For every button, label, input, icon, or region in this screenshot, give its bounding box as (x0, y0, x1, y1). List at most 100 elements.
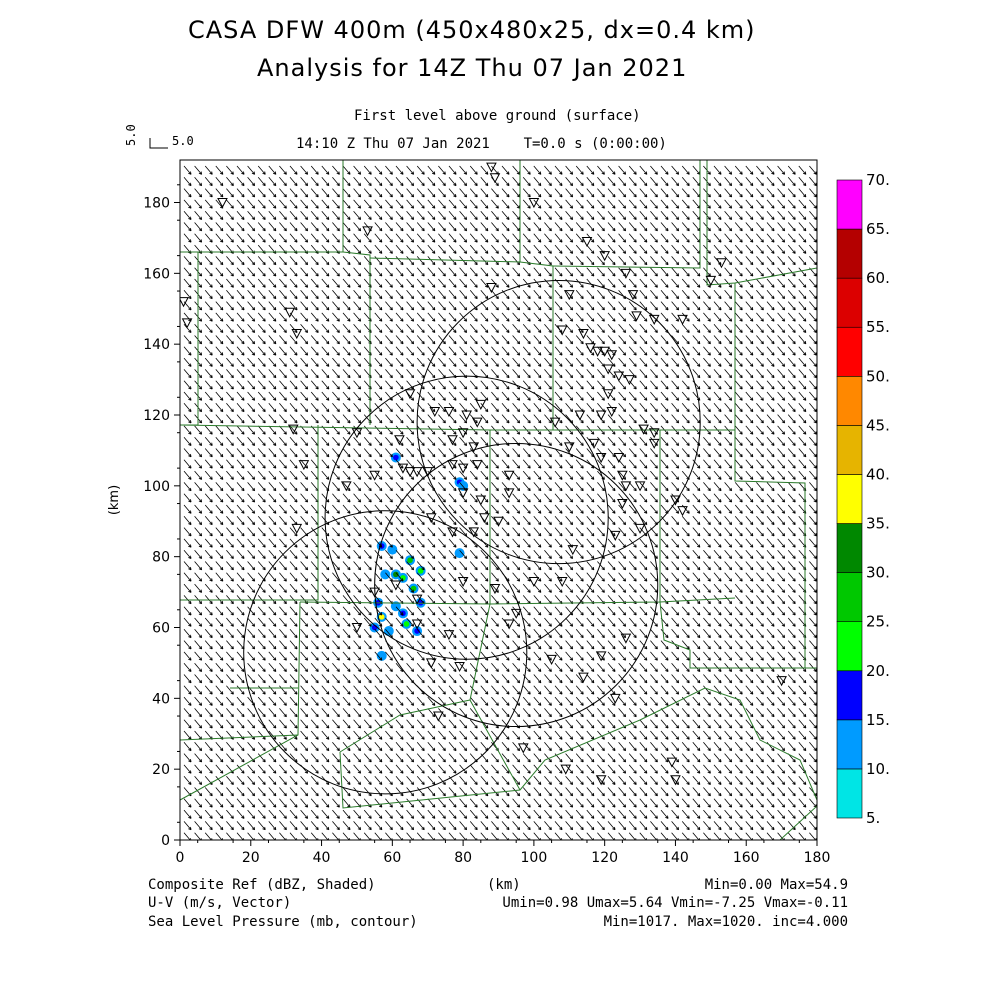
county-boundary-line (659, 601, 805, 669)
station-marker (351, 623, 363, 634)
colorbar-label: 10. (866, 760, 890, 778)
station-marker (560, 764, 572, 775)
station-marker (546, 654, 557, 665)
station-marker (592, 346, 603, 357)
station-marker (648, 314, 660, 325)
vector-scale-icon (149, 138, 168, 149)
county-boundary-line (339, 699, 471, 753)
colorbar-label: 35. (866, 515, 890, 533)
station-marker (468, 527, 480, 538)
county-boundary-line (734, 283, 817, 669)
reflectivity-echo-core (382, 571, 389, 578)
radar-range-rings (243, 280, 701, 795)
wind-vector-layer (183, 165, 817, 840)
station-marker (425, 513, 437, 524)
radar-range-ring (324, 375, 609, 660)
colorbar-swatch (836, 326, 863, 377)
station-marker (627, 290, 639, 301)
station-marker (298, 460, 310, 471)
y-tick-label: 40 (152, 691, 170, 707)
station-marker (595, 453, 607, 464)
station-marker (549, 417, 561, 428)
colorbar-label: 50. (866, 367, 890, 385)
x-tick-label: 120 (591, 850, 618, 866)
station-marker (447, 460, 458, 471)
x-tick-label: 0 (176, 850, 185, 866)
station-marker (634, 481, 646, 492)
station-marker (475, 399, 487, 410)
colorbar-swatch (836, 228, 863, 279)
station-marker (617, 470, 628, 481)
county-boundary-line (180, 734, 299, 741)
station-marker (457, 488, 469, 499)
county-boundary-line (342, 251, 371, 425)
station-marker (599, 251, 610, 262)
station-marker (411, 594, 423, 605)
station-marker (670, 775, 681, 786)
station-marker (677, 506, 688, 517)
station-marker (638, 424, 649, 435)
reflectivity-echo-core (414, 628, 420, 634)
colorbar-swatch (836, 670, 863, 721)
colorbar-label: 5. (866, 809, 880, 827)
station-marker (613, 371, 625, 382)
colorbar: 5. 10. 15. 20. 25. 30. 35. 40. 45. 50. 55. 60. 65. 70… (836, 171, 890, 827)
station-marker (595, 410, 607, 421)
reflectivity-echo-core (393, 571, 399, 578)
reflectivity-echo-core (378, 653, 385, 659)
radar-range-ring (374, 442, 659, 728)
station-marker (411, 467, 423, 478)
county-boundary-line (700, 160, 817, 286)
footer-shaded-field: Composite Ref (dBZ, Shaded) (148, 877, 376, 893)
y-tick-label: 100 (143, 479, 170, 495)
footer-uv-minmax: Umin=0.98 Umax=5.64 Vmin=-7.25 Vmax=-0.1… (502, 895, 848, 911)
station-marker (181, 318, 193, 329)
station-marker (528, 198, 540, 209)
map-frame (179, 159, 818, 841)
station-marker (443, 630, 455, 641)
y-tick-label: 160 (143, 266, 170, 282)
reflectivity-echo-core (385, 628, 392, 634)
station-marker (404, 389, 416, 400)
station-marker (471, 417, 483, 428)
footer-slp-minmax: Min=1017. Max=1020. inc=4.000 (603, 914, 848, 930)
station-marker (468, 442, 480, 453)
y-tick-label: 180 (143, 196, 170, 212)
station-marker (578, 329, 589, 340)
station-marker (609, 530, 621, 541)
station-marker (670, 495, 681, 506)
colorbar-swatch (836, 425, 863, 475)
x-tick-label: 140 (662, 850, 689, 866)
colorbar-swatch (836, 768, 863, 819)
station-marker (705, 275, 717, 286)
colorbar-label: 60. (866, 269, 890, 287)
plot-title-line1: CASA DFW 400m (450x480x25, dx=0.4 km) (188, 16, 756, 44)
colorbar-label: 25. (866, 613, 890, 631)
station-marker (648, 438, 660, 449)
station-marker (528, 576, 540, 588)
colorbar-label: 55. (866, 318, 890, 336)
station-marker (369, 587, 380, 598)
x-tick-label: 60 (383, 850, 401, 866)
reflectivity-echo-core (378, 614, 385, 620)
colorbar-label: 30. (866, 564, 890, 582)
station-marker (563, 290, 575, 301)
reflectivity-echo-core (407, 557, 413, 564)
x-tick-label: 80 (454, 850, 472, 866)
colorbar-label: 45. (866, 416, 890, 434)
station-marker (340, 481, 352, 492)
station-marker (510, 608, 522, 619)
radar-range-ring (243, 510, 528, 795)
time-label: 14:10 Z Thu 07 Jan 2021 T=0.0 s (0:00:00… (296, 136, 667, 152)
colorbar-swatch (836, 376, 863, 426)
station-marker (457, 576, 469, 588)
station-marker (180, 297, 189, 308)
station-marker (411, 619, 423, 630)
footer-vector-field: U-V (m/s, Vector) (148, 895, 292, 911)
colorbar-swatch (836, 719, 863, 770)
station-marker (666, 757, 678, 768)
station-marker (291, 329, 303, 340)
station-marker (574, 410, 586, 421)
reflectivity-echo-core (389, 546, 396, 553)
